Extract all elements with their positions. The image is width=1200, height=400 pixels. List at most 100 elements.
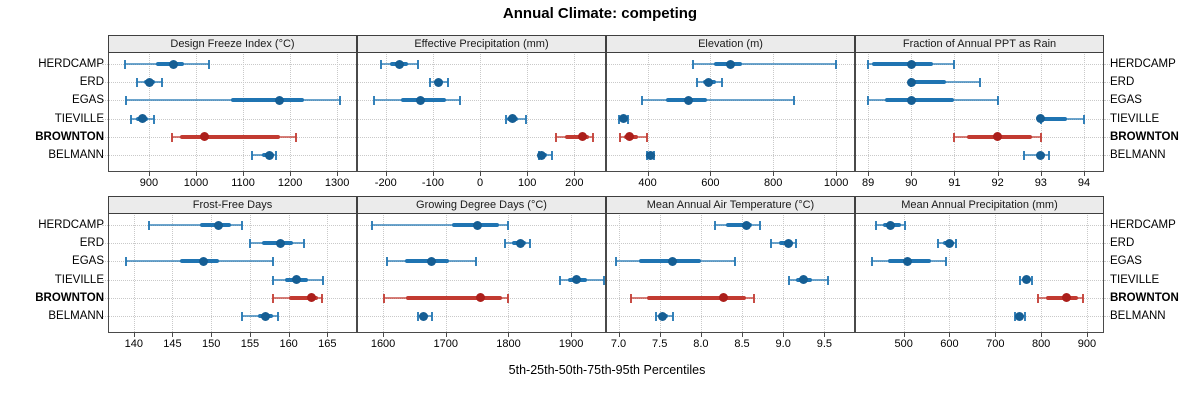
whisker-cap-95th: [602, 275, 605, 285]
median-dot: [144, 77, 154, 87]
axis-tick-label: 700: [986, 338, 1005, 350]
whisker-cap-5th: [380, 60, 383, 69]
whisker-cap-5th: [875, 221, 878, 230]
site-label-left: EGAS: [72, 94, 104, 107]
row-guide-stub: [102, 136, 108, 138]
axis-tick: [574, 172, 576, 176]
whisker-cap-95th: [447, 78, 450, 88]
axis-tick: [659, 333, 661, 337]
axis-tick: [383, 333, 385, 337]
grid-line: [288, 215, 290, 332]
row-guide: [358, 279, 605, 281]
whisker-cap-95th: [528, 239, 531, 249]
axis-tick: [1040, 172, 1042, 176]
whisker-cap-95th: [550, 151, 553, 160]
grid-line: [949, 215, 951, 332]
axis-tick-label: 91: [948, 177, 961, 189]
panel-strip: Effective Precipitation (mm): [357, 35, 606, 53]
whisker-cap-95th: [904, 221, 907, 230]
whisker-cap-95th: [592, 132, 595, 142]
median-dot: [198, 256, 208, 266]
axis-tick-label: 1800: [496, 338, 521, 350]
site-label-left: ERD: [79, 76, 104, 89]
whisker-cap-5th: [124, 60, 127, 69]
whisker-cap-5th: [504, 239, 507, 249]
axis-tick-label: 1000: [183, 177, 209, 189]
axis-tick-label: 600: [701, 177, 720, 189]
whisker-cap-95th: [955, 239, 958, 249]
site-label-right: ERD: [1110, 76, 1135, 89]
percentile-range-25-75: [405, 295, 503, 300]
axis-tick-label: 8.0: [693, 338, 709, 350]
median-dot: [537, 150, 547, 160]
whisker-cap-95th: [1083, 114, 1085, 124]
axis-tick: [385, 172, 387, 176]
row-guide: [856, 261, 1103, 263]
axis-tick: [211, 333, 213, 337]
grid-line: [172, 215, 174, 332]
whisker-cap-95th: [161, 78, 164, 88]
whisker-cap-95th: [1031, 275, 1034, 285]
whisker-cap-95th: [241, 221, 244, 230]
percentile-range-5-95: [911, 81, 981, 84]
row-guide-stub: [1104, 136, 1110, 138]
grid-line: [290, 54, 292, 171]
axis-tick-label: 800: [1031, 338, 1051, 350]
percentile-range-25-75: [911, 80, 946, 85]
whisker-cap-5th: [416, 312, 419, 321]
whisker-cap-95th: [322, 275, 325, 285]
whisker-cap-95th: [1081, 293, 1084, 303]
median-dot: [475, 293, 485, 303]
grid-line: [249, 215, 251, 332]
row-guide: [607, 243, 854, 245]
grid-line: [659, 215, 661, 332]
axis-tick: [527, 172, 529, 176]
row-guide: [856, 297, 1103, 299]
axis-tick-label: 500: [894, 338, 913, 350]
axis-tick-label: 7.0: [610, 338, 627, 350]
whisker-cap-95th: [944, 257, 947, 267]
axis-tick: [868, 172, 870, 176]
site-label-left: BELMANN: [48, 149, 104, 161]
median-dot: [741, 220, 751, 230]
panel-plot: [357, 53, 606, 172]
grid-line: [385, 54, 387, 171]
row-guide: [607, 118, 854, 120]
axis-tick-label: 0: [477, 177, 484, 189]
whisker-cap-95th: [1024, 312, 1027, 321]
axis-tick-label: 150: [202, 338, 221, 350]
median-dot: [906, 77, 916, 87]
grid-line: [868, 54, 870, 171]
grid-line: [327, 215, 329, 332]
whisker-cap-95th: [734, 257, 737, 267]
row-guide: [109, 279, 356, 281]
median-dot: [276, 238, 286, 248]
site-label-left: HERDCAMP: [38, 219, 104, 231]
whisker-cap-5th: [787, 275, 790, 285]
grid-line: [618, 215, 620, 332]
axis-tick: [1084, 172, 1085, 176]
whisker-cap-95th: [303, 239, 306, 249]
row-guide-stub: [1104, 279, 1110, 281]
row-guide-stub: [1104, 297, 1110, 299]
axis-tick: [243, 172, 245, 176]
whisker-cap-5th: [1019, 275, 1022, 285]
row-guide: [358, 136, 605, 138]
axis-tick-label: 1000: [823, 177, 849, 189]
grid-line: [836, 54, 838, 171]
grid-line: [148, 54, 150, 171]
panel-strip: Mean Annual Air Temperature (°C): [606, 196, 855, 214]
grid-line: [783, 215, 785, 332]
row-guide: [856, 279, 1103, 281]
whisker-cap-5th: [386, 257, 389, 267]
median-dot: [944, 238, 954, 248]
whisker-cap-5th: [429, 78, 432, 88]
median-dot: [571, 275, 581, 285]
row-guide-stub: [1104, 155, 1110, 156]
grid-line: [133, 215, 135, 332]
axis-tick: [710, 172, 712, 176]
panel-plot: [855, 53, 1104, 172]
whisker-cap-95th: [153, 114, 156, 124]
row-guide: [856, 118, 1103, 120]
median-dot: [291, 275, 301, 285]
